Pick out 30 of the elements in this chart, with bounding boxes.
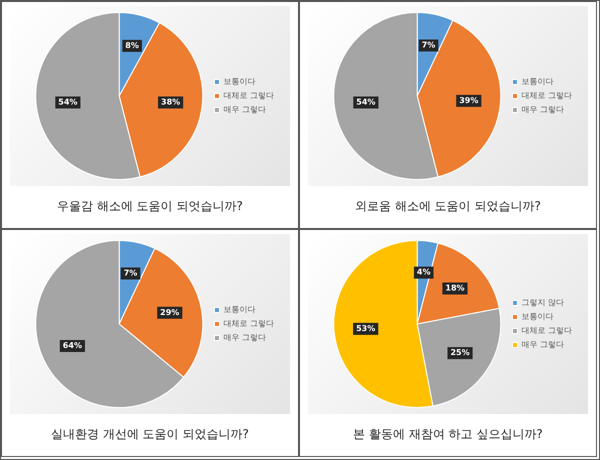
data-label: 29%	[160, 308, 180, 317]
legend-label: 대체로 그렇다	[521, 326, 572, 336]
legend-label: 대체로 그렇다	[223, 319, 274, 328]
legend-label: 매우 그렇다	[223, 333, 266, 342]
legend-label: 보통이다	[223, 77, 256, 86]
legend-label: 보통이다	[521, 77, 554, 86]
legend-label: 보통이다	[521, 312, 554, 322]
data-label: 8%	[125, 40, 139, 50]
legend-label: 그렇지 않다	[521, 298, 564, 308]
data-label: 38%	[161, 98, 180, 107]
data-label: 54%	[356, 98, 376, 107]
text: 본 활동에 재참여 하고 싶으십니까?	[352, 426, 544, 443]
text: 실내환경 개선에 도움이 되었습니까?	[50, 426, 250, 443]
data-label: 7%	[124, 268, 138, 278]
legend-label: 매우 그렇다	[521, 340, 564, 350]
legend-label: 대체로 그렇다	[223, 91, 274, 100]
text: 외로움 해소에 도움이 되었습니까?	[354, 198, 542, 215]
data-label: 64%	[62, 341, 82, 350]
legend-label: 대체로 그렇다	[521, 91, 572, 100]
text: 우울감 해소에 도움이 되엇습니까?	[56, 198, 244, 215]
legend-label: 매우 그렇다	[521, 105, 564, 114]
legend-label: 보통이다	[223, 305, 256, 314]
data-label: 39%	[459, 96, 478, 105]
data-label: 53%	[356, 324, 376, 333]
data-label: 18%	[445, 284, 465, 293]
legend-label: 매우 그렇다	[223, 105, 266, 114]
data-label: 54%	[58, 98, 78, 107]
data-label: 4%	[416, 268, 431, 277]
data-label: 7%	[422, 40, 436, 50]
data-label: 25%	[450, 348, 470, 358]
